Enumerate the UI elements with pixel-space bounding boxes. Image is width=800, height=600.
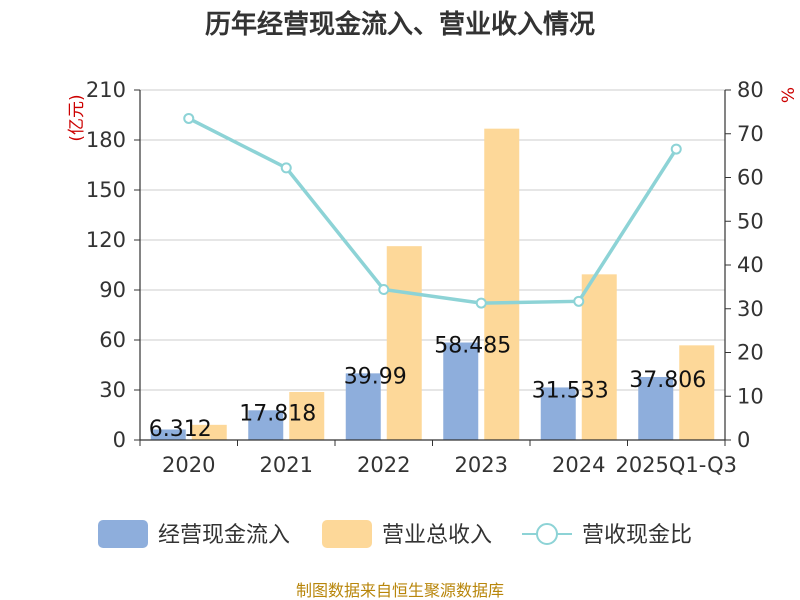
x-tick-label: 2021 <box>260 453 313 477</box>
right-tick-label: 0 <box>737 428 750 452</box>
bar-revenue <box>484 128 520 440</box>
right-axis-unit: % <box>779 87 799 103</box>
ratio-point <box>378 284 390 295</box>
bar-cash-inflow <box>638 376 674 440</box>
left-axis-unit: (亿元) <box>67 94 87 141</box>
bar-revenue <box>679 345 715 440</box>
left-tick-label: 0 <box>113 428 126 452</box>
ratio-point <box>670 143 682 155</box>
legend-swatch-revenue <box>322 520 372 548</box>
right-tick-label: 80 <box>737 78 764 102</box>
data-label-cash-inflow: 17.818 <box>239 401 316 426</box>
left-tick-label: 60 <box>99 328 126 352</box>
left-tick-label: 30 <box>99 378 126 402</box>
data-label-cash-inflow: 6.312 <box>149 417 212 442</box>
data-label-cash-inflow: 37.806 <box>629 368 706 393</box>
ratio-point <box>280 162 292 174</box>
x-tick-label: 2022 <box>357 453 410 477</box>
legend-label-ratio: 营收现金比 <box>582 523 692 548</box>
data-label-cash-inflow: 39.99 <box>344 364 407 389</box>
bar-cash-inflow <box>345 373 381 440</box>
bar-group <box>150 128 715 440</box>
bar-cash-inflow <box>540 387 576 440</box>
legend: 经营现金流入 营业总收入 营收现金比 <box>98 520 692 548</box>
legend-label-revenue: 营业总收入 <box>382 523 492 548</box>
source-note: 制图数据来自恒生聚源数据库 <box>296 581 504 600</box>
bar-revenue <box>581 274 617 440</box>
legend-label-cash-inflow: 经营现金流入 <box>158 523 290 548</box>
legend-marker-ratio <box>536 523 558 545</box>
right-tick-label: 20 <box>737 341 764 365</box>
x-tick-label: 2020 <box>162 453 215 477</box>
data-label-cash-inflow: 58.485 <box>434 334 511 359</box>
bar-cash-inflow <box>248 410 284 440</box>
axes: 0 30 60 90 120 150 180 210 0 10 20 30 40 50 60 70 80 2020… <box>86 78 764 477</box>
grid-lines <box>140 89 725 391</box>
bar-cash-inflow <box>150 429 186 440</box>
bar-revenue <box>289 392 325 440</box>
bar-labels: 6.312 17.818 39.99 58.485 31.533 37.806 <box>149 334 706 442</box>
right-tick-label: 50 <box>737 209 764 233</box>
ratio-line <box>187 116 678 305</box>
right-tick-label: 70 <box>737 122 764 146</box>
bar-revenue <box>386 246 422 440</box>
x-tick-label: 2023 <box>455 453 508 477</box>
legend-swatch-cash-inflow <box>98 520 148 548</box>
x-tick-label: 2024 <box>552 453 605 477</box>
x-tick-label: 2025Q1-Q3 <box>615 453 737 477</box>
ratio-point <box>573 295 585 307</box>
ratio-line-group <box>183 112 682 309</box>
left-tick-label: 120 <box>86 228 126 252</box>
right-tick-label: 40 <box>737 253 764 277</box>
bar-cash-inflow <box>443 342 479 440</box>
right-tick-label: 10 <box>737 384 764 408</box>
left-tick-label: 210 <box>86 78 126 102</box>
right-tick-label: 30 <box>737 297 764 321</box>
left-tick-label: 150 <box>86 178 126 202</box>
data-label-cash-inflow: 31.533 <box>532 378 609 403</box>
bar-revenue <box>191 424 227 440</box>
left-tick-label: 180 <box>86 128 126 152</box>
ratio-point <box>475 297 487 309</box>
chart-title: 历年经营现金流入、营业收入情况 <box>205 9 595 40</box>
ratio-point <box>183 112 195 124</box>
right-tick-label: 60 <box>737 166 764 190</box>
left-tick-label: 90 <box>99 278 126 302</box>
